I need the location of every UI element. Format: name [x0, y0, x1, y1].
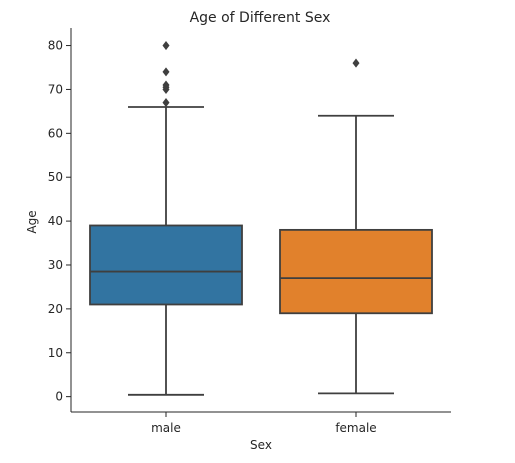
- x-axis: male female: [151, 412, 377, 435]
- y-tick-label: 20: [48, 302, 63, 316]
- y-axis-label: Age: [25, 210, 39, 233]
- y-tick-label: 80: [48, 39, 63, 53]
- y-tick-label: 50: [48, 170, 63, 184]
- outlier-point: [162, 80, 170, 90]
- y-tick-label: 0: [55, 390, 63, 404]
- y-tick-label: 40: [48, 214, 63, 228]
- y-tick-label: 70: [48, 82, 63, 96]
- box-male: [89, 41, 243, 396]
- outlier-point: [162, 67, 170, 77]
- x-tick-label-male: male: [151, 421, 181, 435]
- outlier-point: [162, 41, 170, 51]
- chart-title: Age of Different Sex: [190, 10, 331, 26]
- boxes-group: [89, 41, 433, 396]
- x-tick-label-female: female: [335, 421, 376, 435]
- iqr-box: [279, 228, 433, 315]
- outlier-point: [162, 98, 170, 108]
- y-tick-label: 30: [48, 258, 63, 272]
- plot-area: 0 10 20 30 40 50 60 70 80 male female: [48, 39, 433, 435]
- x-axis-label: Sex: [250, 438, 272, 452]
- outlier-point: [352, 58, 360, 68]
- y-axis: 0 10 20 30 40 50 60 70 80: [48, 39, 71, 404]
- box-female: [279, 58, 433, 395]
- iqr-box: [89, 224, 243, 306]
- y-tick-label: 60: [48, 126, 63, 140]
- y-tick-label: 10: [48, 346, 63, 360]
